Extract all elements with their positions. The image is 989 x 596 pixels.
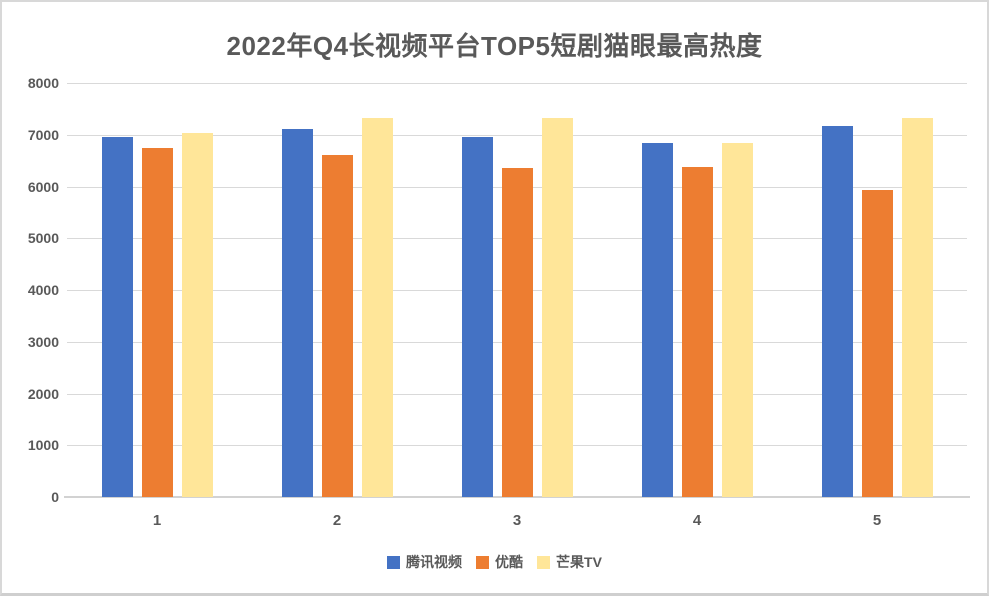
y-axis-label: 4000 xyxy=(27,282,59,298)
bar-s0-c2 xyxy=(281,129,313,497)
bar-s2-c4 xyxy=(721,143,753,497)
bar-s2-c1 xyxy=(181,133,213,497)
y-axis-label: 7000 xyxy=(27,126,59,143)
legend-swatch-icon xyxy=(476,555,490,569)
y-axis-label: 0 xyxy=(51,489,59,505)
y-axis-label: 8000 xyxy=(27,75,59,91)
y-axis-label: 3000 xyxy=(27,333,59,350)
bar-s2-c5 xyxy=(901,117,933,497)
bar-s0-c1 xyxy=(101,136,133,497)
x-axis-label: 4 xyxy=(692,512,702,529)
legend-item-youku: 优酷 xyxy=(476,552,523,572)
bar-s1-c1 xyxy=(141,148,173,497)
bar-s2-c3 xyxy=(541,117,573,497)
x-axis-line xyxy=(64,496,970,498)
y-axis-label: 2000 xyxy=(27,385,59,402)
legend-item-tencent-video: 腾讯视频 xyxy=(387,552,462,572)
x-axis-label: 5 xyxy=(872,512,882,529)
legend-label: 优酷 xyxy=(495,554,524,570)
legend-item-mango-tv: 芒果TV xyxy=(537,552,602,572)
bar-s1-c4 xyxy=(681,166,713,497)
bar-s0-c3 xyxy=(461,136,493,497)
legend: 腾讯视频 优酷 芒果TV xyxy=(2,552,987,572)
y-axis-label: 1000 xyxy=(27,437,59,454)
legend-swatch-icon xyxy=(387,555,401,569)
gridline-8000 xyxy=(67,83,967,84)
y-axis-label: 5000 xyxy=(27,230,59,247)
legend-swatch-icon xyxy=(537,555,551,569)
bar-s1-c2 xyxy=(321,154,353,497)
bar-s1-c5 xyxy=(861,190,893,497)
x-axis-label: 1 xyxy=(152,512,162,529)
bar-s1-c3 xyxy=(501,168,533,497)
bar-s2-c2 xyxy=(361,117,393,497)
legend-label: 芒果TV xyxy=(556,554,602,570)
x-axis-label: 3 xyxy=(512,512,522,529)
gridline-7000 xyxy=(67,134,967,136)
x-axis-label: 2 xyxy=(332,512,342,529)
chart-title: 2022年Q4长视频平台TOP5短剧猫眼最高热度 xyxy=(226,31,763,61)
bar-s0-c4 xyxy=(641,142,673,497)
bar-s0-c5 xyxy=(821,125,853,497)
legend-label: 腾讯视频 xyxy=(406,554,463,570)
y-axis-label: 6000 xyxy=(27,178,59,195)
